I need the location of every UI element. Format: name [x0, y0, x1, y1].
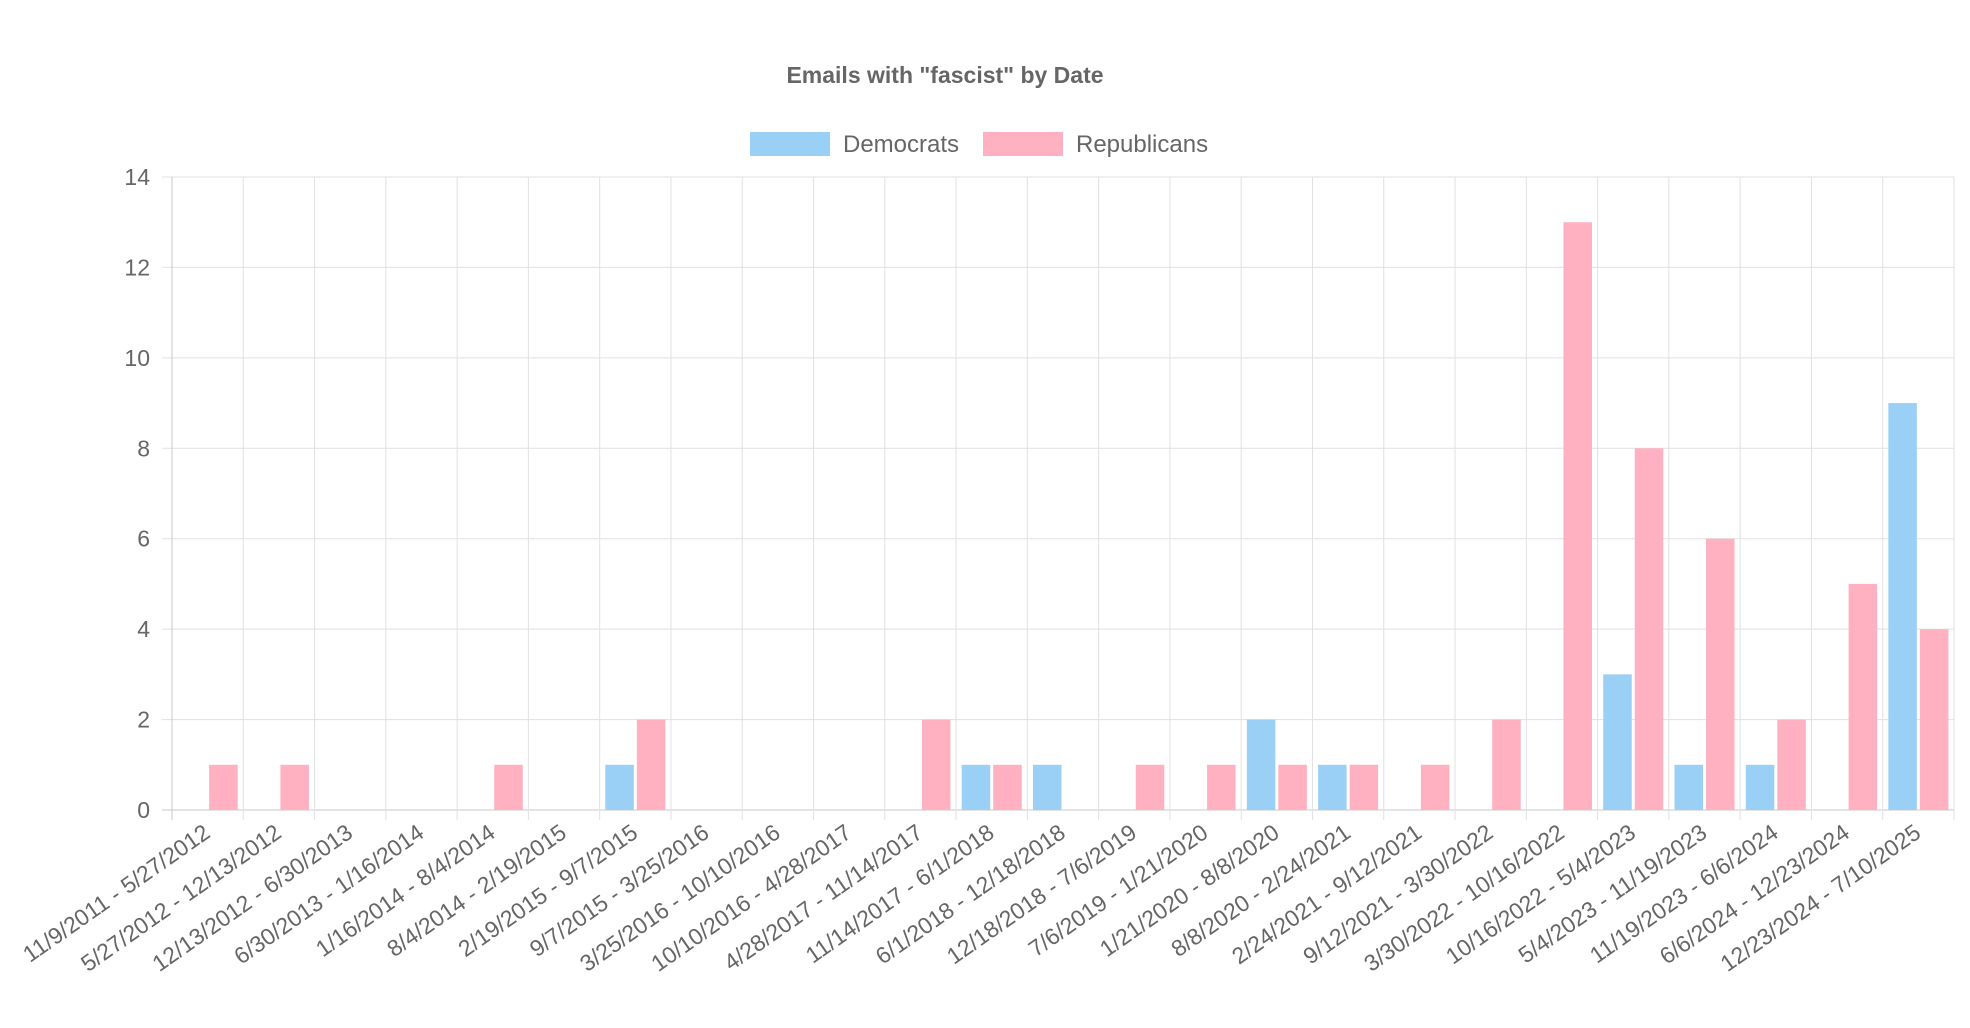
legend: Democrats Republicans: [750, 131, 1208, 158]
bar-republicans-6[interactable]: [636, 719, 666, 810]
bar-republicans-4[interactable]: [494, 764, 523, 810]
y-tick-label: 2: [137, 707, 150, 733]
bar-republicans-14[interactable]: [1207, 764, 1236, 810]
chart-title: Emails with "fascist" by Date: [786, 62, 1103, 88]
bar-republicans-16[interactable]: [1349, 764, 1379, 810]
y-tick-label: 0: [137, 797, 150, 823]
bar-democrats-11[interactable]: [961, 764, 991, 810]
bar-republicans-17[interactable]: [1420, 764, 1450, 810]
bar-republicans-20[interactable]: [1634, 448, 1664, 810]
legend-swatch-republicans: [983, 132, 1063, 156]
legend-item-republicans[interactable]: Republicans: [983, 131, 1208, 158]
bar-republicans-18[interactable]: [1492, 719, 1521, 810]
bar-republicans-0[interactable]: [209, 764, 238, 810]
y-tick-label: 6: [137, 526, 150, 552]
bar-democrats-15[interactable]: [1246, 719, 1276, 810]
bar-republicans-11[interactable]: [993, 764, 1022, 810]
y-tick-label: 10: [124, 345, 150, 371]
y-tick-label: 14: [124, 164, 150, 190]
bar-republicans-24[interactable]: [1919, 629, 1949, 810]
bar-republicans-13[interactable]: [1135, 764, 1165, 810]
bar-republicans-15[interactable]: [1278, 764, 1307, 810]
y-tick-label: 8: [137, 435, 150, 461]
bar-democrats-22[interactable]: [1745, 764, 1775, 810]
bar-democrats-16[interactable]: [1318, 764, 1347, 810]
bar-democrats-21[interactable]: [1674, 764, 1704, 810]
bar-republicans-23[interactable]: [1848, 583, 1878, 810]
bar-democrats-20[interactable]: [1603, 674, 1632, 810]
legend-label-democrats: Democrats: [843, 131, 959, 158]
bar-republicans-22[interactable]: [1777, 719, 1806, 810]
legend-swatch-democrats: [750, 132, 830, 156]
y-tick-label: 12: [124, 254, 150, 280]
bar-republicans-19[interactable]: [1563, 222, 1592, 810]
bar-republicans-10[interactable]: [921, 719, 951, 810]
bar-democrats-24[interactable]: [1888, 403, 1917, 810]
legend-item-democrats[interactable]: Democrats: [750, 131, 959, 158]
bar-democrats-6[interactable]: [605, 764, 634, 810]
legend-label-republicans: Republicans: [1076, 131, 1208, 158]
y-tick-label: 4: [137, 616, 150, 642]
grid-layer: [162, 176, 1955, 820]
bar-republicans-21[interactable]: [1706, 538, 1735, 810]
bars-layer: [209, 222, 1949, 810]
bar-democrats-12[interactable]: [1032, 764, 1062, 810]
bar-republicans-1[interactable]: [280, 764, 309, 810]
